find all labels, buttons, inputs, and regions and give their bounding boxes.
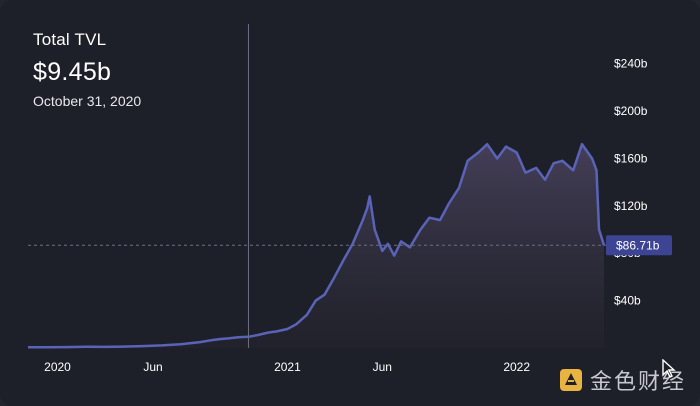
x-tick-label: Jun (143, 360, 162, 374)
y-tick-label: $40b (614, 294, 641, 308)
price-tag-label: $86.71b (616, 238, 660, 252)
x-tick-label: 2022 (503, 360, 530, 374)
area-layer (28, 144, 604, 348)
watermark: 金色财经 (558, 364, 686, 396)
metric-value: $9.45b (33, 58, 112, 86)
x-tick-label: 2020 (44, 360, 71, 374)
y-tick-label: $160b (614, 151, 648, 165)
line-layer (27, 142, 606, 349)
y-tick-label: $240b (614, 57, 648, 71)
chart-header: Total TVL $9.45b October 31, 2020 (33, 30, 141, 109)
y-tick-label: $200b (614, 104, 648, 118)
y-tick-label: $120b (614, 199, 648, 213)
metric-label: Total TVL (33, 30, 107, 49)
x-tick-label: Jun (373, 360, 392, 374)
jinse-logo-icon (559, 369, 582, 391)
price-tag-box (606, 235, 672, 256)
crosshair-layer (28, 24, 606, 348)
tvl-area-fill (28, 144, 604, 348)
cursor-icon (662, 359, 676, 378)
x-axis: 2020 Jun 2021 Jun 2022 (44, 360, 530, 374)
tvl-series-line (27, 142, 606, 349)
y-axis: $40b$80b$120b$160b$200b$240b (614, 57, 648, 308)
metric-date: October 31, 2020 (33, 93, 142, 109)
x-tick-label: 2021 (274, 360, 301, 374)
price-tag: $86.71b (606, 235, 672, 256)
